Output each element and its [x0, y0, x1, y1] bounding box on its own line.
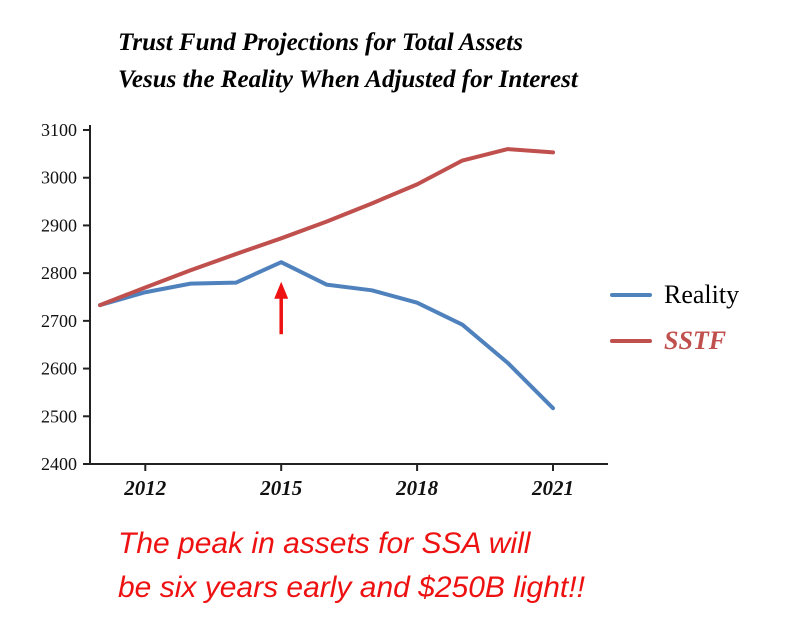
chart-title-line2: Vesus the Reality When Adjusted for Inte… — [118, 66, 578, 93]
peak-arrow-head-icon — [274, 281, 289, 299]
reality-line-swatch — [610, 293, 652, 297]
y-tick-label: 2700 — [41, 311, 77, 331]
chart-legend: Reality SSTF — [610, 280, 739, 356]
x-tick-label: 2021 — [531, 476, 574, 500]
y-tick-label: 2400 — [41, 454, 77, 474]
x-tick-label: 2012 — [123, 476, 167, 500]
annotation-caption: The peak in assets for SSA will be six y… — [118, 522, 585, 610]
sstf-line-swatch — [610, 339, 652, 343]
chart-title: Trust Fund Projections for Total Assets … — [118, 24, 578, 98]
chart-title-line1: Trust Fund Projections for Total Assets — [118, 29, 523, 56]
legend-label-sstf: SSTF — [664, 326, 727, 355]
reality-line-series — [98, 260, 555, 411]
annotation-caption-line1: The peak in assets for SSA will — [118, 527, 531, 560]
annotation-caption-line2: be six years early and $250B light!! — [118, 571, 585, 604]
sstf-line-series — [98, 147, 555, 308]
y-tick-label: 2800 — [41, 263, 77, 283]
x-tick-label: 2015 — [259, 476, 302, 500]
y-tick-label: 3000 — [41, 168, 77, 188]
y-tick-label: 3100 — [41, 120, 77, 140]
legend-label-reality: Reality — [664, 280, 740, 309]
y-tick-label: 2900 — [41, 215, 77, 235]
legend-item-reality: Reality — [610, 280, 739, 310]
y-tick-label: 2600 — [41, 359, 77, 379]
y-tick-label: 2500 — [41, 406, 77, 426]
legend-item-sstf: SSTF — [610, 326, 739, 356]
x-tick-label: 2018 — [395, 476, 439, 500]
